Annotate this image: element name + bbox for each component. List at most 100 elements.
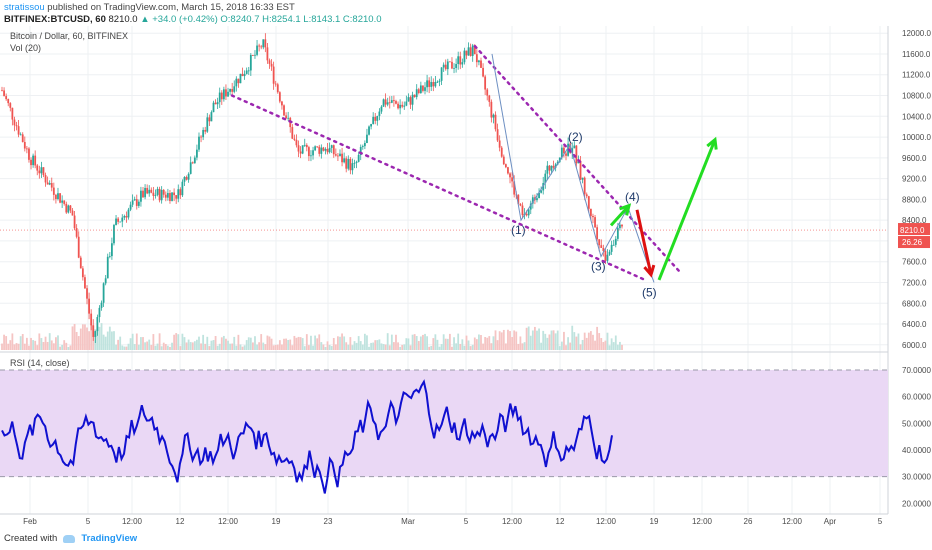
price-tick-label-12: 7200.0 bbox=[902, 278, 927, 287]
volume-bar bbox=[268, 336, 271, 350]
candle-body bbox=[77, 236, 80, 258]
candle-body bbox=[73, 215, 76, 229]
candle-body bbox=[569, 143, 572, 154]
candle-body bbox=[65, 203, 68, 213]
volume-bar bbox=[405, 338, 408, 350]
arrow-wave5-down bbox=[635, 209, 656, 278]
volume-bar bbox=[490, 343, 493, 350]
candle-body bbox=[531, 197, 534, 204]
volume-bar bbox=[110, 331, 113, 350]
candle-body bbox=[345, 158, 348, 169]
volume-bar bbox=[274, 344, 277, 350]
rsi-tick-label-1: 60.0000 bbox=[902, 393, 931, 402]
candle-body bbox=[587, 196, 590, 209]
candle-body bbox=[59, 193, 61, 203]
volume-bar bbox=[59, 346, 61, 350]
volume-bar bbox=[241, 346, 244, 350]
volume-bar bbox=[529, 335, 532, 350]
candle-body bbox=[430, 81, 433, 87]
volume-bar bbox=[388, 345, 391, 350]
candle-body bbox=[266, 47, 269, 61]
volume-bar bbox=[135, 333, 138, 350]
volume-bar bbox=[471, 344, 474, 350]
candle-body bbox=[436, 81, 439, 83]
volume-bar bbox=[198, 336, 200, 350]
candle-body bbox=[270, 63, 273, 67]
volume-bar bbox=[345, 342, 348, 350]
volume-bar bbox=[25, 337, 28, 350]
volume-bar bbox=[137, 344, 140, 350]
volume-bar bbox=[442, 334, 445, 350]
candle-body bbox=[504, 164, 507, 168]
candle-body bbox=[386, 102, 389, 105]
candle-body bbox=[260, 46, 263, 48]
volume-bar bbox=[598, 333, 601, 350]
author-link[interactable]: stratissou bbox=[4, 2, 45, 13]
candle-body bbox=[241, 73, 244, 77]
volume-bar bbox=[312, 345, 314, 350]
candle-body bbox=[608, 251, 611, 255]
price-tick-label-5: 10000.0 bbox=[902, 133, 931, 142]
volume-bar bbox=[13, 344, 16, 350]
candle-body bbox=[575, 145, 578, 164]
publish-line: stratissou published on TradingView.com,… bbox=[4, 2, 295, 13]
volume-bar bbox=[96, 326, 99, 350]
arrow-impulse-up-head bbox=[706, 136, 718, 150]
time-tick-label-0: Feb bbox=[23, 517, 37, 526]
candle-body bbox=[480, 60, 482, 68]
candle-body bbox=[15, 125, 18, 127]
candle-body bbox=[220, 92, 223, 100]
candle-body bbox=[361, 146, 364, 148]
volume-bar bbox=[326, 341, 329, 350]
volume-bar bbox=[525, 327, 528, 350]
candle-body bbox=[38, 170, 41, 174]
volume-bar bbox=[189, 342, 192, 350]
volume-bar bbox=[467, 340, 470, 350]
tradingview-link[interactable]: TradingView bbox=[81, 533, 138, 544]
candle-body bbox=[218, 92, 221, 103]
candle-body bbox=[366, 134, 368, 143]
candle-body bbox=[247, 70, 250, 72]
candle-body bbox=[191, 162, 194, 164]
volume-bar bbox=[7, 343, 10, 350]
candle-body bbox=[604, 251, 607, 261]
candle-body bbox=[384, 99, 387, 105]
candle-body bbox=[28, 148, 30, 160]
volume-bar bbox=[621, 344, 623, 350]
price-tick-label-4: 10400.0 bbox=[902, 112, 931, 121]
candle-body bbox=[227, 91, 229, 97]
arrow-impulse-up-shaft bbox=[657, 139, 717, 281]
candle-body bbox=[225, 89, 227, 97]
candle-body bbox=[154, 194, 157, 196]
volume-bar bbox=[604, 340, 607, 350]
volume-bar bbox=[587, 332, 590, 350]
candle-body bbox=[32, 155, 35, 166]
candle-body bbox=[434, 81, 437, 87]
candle-body bbox=[525, 213, 528, 216]
chart-area[interactable]: (1) (2) (3) (4) (5) 12000.0 11600.0 11200.0 108… bbox=[0, 26, 932, 534]
volume-bar bbox=[478, 334, 480, 350]
volume-bar bbox=[305, 334, 308, 350]
volume-bar bbox=[77, 336, 80, 350]
volume-bar bbox=[175, 333, 178, 350]
candle-body bbox=[17, 126, 20, 135]
volume-bar bbox=[507, 329, 509, 350]
candle-body bbox=[55, 194, 57, 200]
candle-body bbox=[42, 167, 45, 176]
volume-bar bbox=[142, 337, 144, 350]
candle-body bbox=[36, 165, 39, 171]
rsi-tick-label-5: 20.0000 bbox=[902, 499, 931, 508]
candle-body bbox=[175, 195, 178, 199]
volume-bar bbox=[552, 330, 555, 350]
volume-bar bbox=[486, 337, 489, 350]
candle-body bbox=[461, 62, 464, 65]
candle-body bbox=[256, 45, 258, 55]
candle-body bbox=[61, 200, 64, 203]
candle-body bbox=[156, 188, 159, 195]
volume-bar bbox=[548, 334, 551, 350]
candle-body bbox=[239, 73, 242, 84]
volume-bar bbox=[608, 345, 611, 350]
volume-bar bbox=[341, 333, 343, 350]
candle-body bbox=[519, 203, 522, 206]
candle-body bbox=[498, 140, 501, 148]
